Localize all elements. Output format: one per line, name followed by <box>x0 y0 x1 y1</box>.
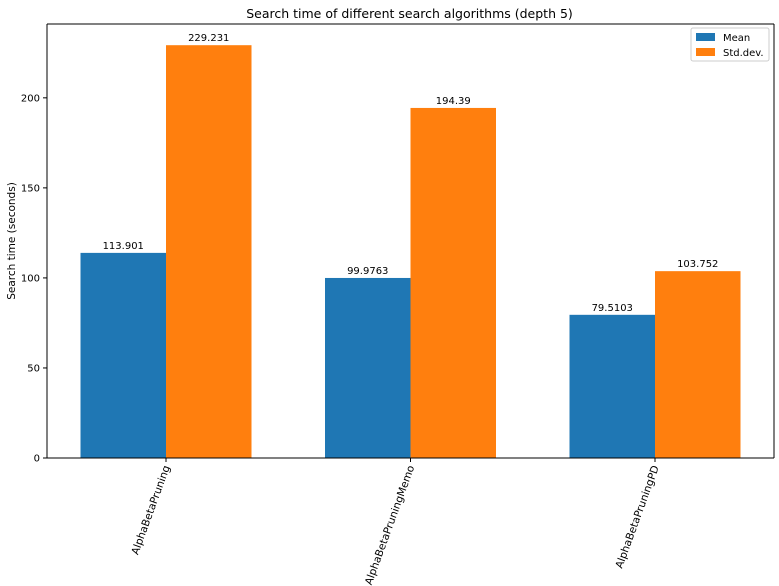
bar-value-label: 113.901 <box>103 241 144 252</box>
bar-mean-3 <box>569 314 655 458</box>
y-tick-label: 200 <box>21 93 40 104</box>
bar-value-label: 229.231 <box>188 33 229 44</box>
legend-label: Mean <box>723 33 750 44</box>
y-tick-label: 0 <box>34 454 40 465</box>
bar-value-label: 79.5103 <box>592 303 633 314</box>
legend-swatch <box>696 48 715 56</box>
bar-std-dev--3 <box>655 271 741 458</box>
legend-swatch <box>696 33 715 41</box>
bar-mean-1 <box>80 252 166 458</box>
bar-value-label: 99.9763 <box>347 266 388 277</box>
legend: Mean Std.dev. <box>690 27 770 62</box>
y-axis-label: Search time (seconds) <box>6 182 18 300</box>
y-tick-label: 50 <box>27 363 40 374</box>
chart-title: Search time of different search algorith… <box>246 6 573 21</box>
bar-std-dev--2 <box>410 107 496 459</box>
legend-label: Std.dev. <box>723 48 764 59</box>
bar-value-label: 194.39 <box>436 96 471 107</box>
bar-value-label: 103.752 <box>677 259 718 270</box>
y-tick-label: 100 <box>21 273 40 284</box>
bar-std-dev--1 <box>166 45 252 458</box>
bar-mean-2 <box>325 277 411 458</box>
y-tick-label: 150 <box>21 183 40 194</box>
